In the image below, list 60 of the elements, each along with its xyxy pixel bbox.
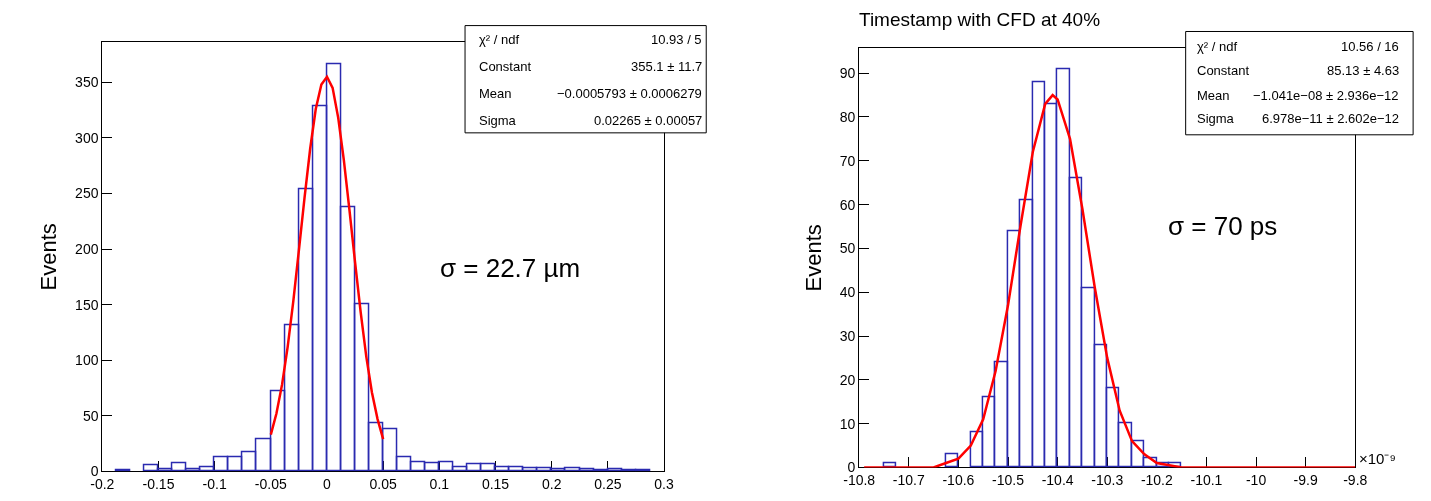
y-tick-label: 350 bbox=[75, 74, 99, 91]
y-tick-label: 90 bbox=[839, 65, 856, 82]
y-tick-label: 100 bbox=[75, 352, 99, 369]
x-tick-label: 0.3 bbox=[654, 476, 675, 493]
annotation: −1.041e−08 ± 2.936e−12 bbox=[1253, 88, 1399, 103]
y-tick-label: 70 bbox=[839, 152, 856, 169]
annotation: 6.978e−11 ± 2.602e−12 bbox=[1262, 111, 1400, 126]
x-tick-label: -0.1 bbox=[202, 476, 227, 493]
x-tick-label: -9.8 bbox=[1343, 472, 1368, 489]
x-tick-label: 0 bbox=[323, 476, 332, 493]
annotation: −0.0005793 ± 0.0006279 bbox=[557, 86, 702, 101]
y-tick-label: 20 bbox=[839, 371, 856, 388]
annotation: Mean bbox=[1197, 88, 1230, 103]
x-tick-label: 0.1 bbox=[429, 476, 450, 493]
x-tick-label: -9.9 bbox=[1293, 472, 1318, 489]
y-tick-label: 50 bbox=[839, 240, 856, 257]
x-tick-label: -0.05 bbox=[254, 476, 287, 493]
y-tick-label: 30 bbox=[839, 327, 856, 344]
annotation: Constant bbox=[1197, 63, 1250, 78]
x-tick-label: -10.4 bbox=[1041, 472, 1074, 489]
x-tick-label: 0.15 bbox=[481, 476, 510, 493]
x-tick-label: -0.2 bbox=[90, 476, 115, 493]
y-tick-label: 150 bbox=[75, 296, 99, 313]
annotation: 355.1 ± 11.7 bbox=[631, 59, 703, 74]
x-tick-label: 0.05 bbox=[369, 476, 398, 493]
annotation: Mean bbox=[479, 86, 512, 101]
x-tick-label: -10.1 bbox=[1190, 472, 1223, 489]
x-tick-label: -10.5 bbox=[992, 472, 1025, 489]
y-tick-label: 80 bbox=[839, 108, 856, 125]
y-tick-label: 60 bbox=[839, 196, 856, 213]
annotation: Sigma bbox=[479, 113, 517, 128]
y-axis-title: Events bbox=[800, 224, 826, 292]
x-tick-label: -0.15 bbox=[142, 476, 175, 493]
annotation: χ² / ndf bbox=[479, 32, 520, 47]
annotation: Constant bbox=[479, 59, 532, 74]
x-tick-label: -10.6 bbox=[942, 472, 975, 489]
y-tick-label: 250 bbox=[75, 185, 99, 202]
line-series bbox=[269, 75, 385, 441]
x-tick-label: -10.3 bbox=[1091, 472, 1124, 489]
y-tick-label: 300 bbox=[75, 129, 99, 146]
x-tick-label: 0.25 bbox=[594, 476, 622, 493]
x-tick-label: -10 bbox=[1245, 472, 1267, 489]
y-tick-label: 200 bbox=[75, 240, 99, 257]
x-tick-label: -10.7 bbox=[892, 472, 925, 489]
y-tick-label: 50 bbox=[82, 407, 99, 424]
y-axis-title: Events bbox=[35, 223, 61, 291]
annotation: 10.56 / 16 bbox=[1341, 39, 1399, 54]
annotation: 10.93 / 5 bbox=[651, 32, 702, 47]
annotation: χ² / ndf bbox=[1197, 39, 1238, 54]
chart-title: Timestamp with CFD at 40% bbox=[859, 9, 1101, 30]
annotation: Sigma bbox=[1197, 111, 1235, 126]
x-tick-label: -10.2 bbox=[1140, 472, 1173, 489]
text: ×10⁻⁹ bbox=[1359, 450, 1396, 467]
annotation: 85.13 ± 4.63 bbox=[1327, 63, 1400, 78]
annotation: σ = 22.7 µm bbox=[440, 253, 581, 283]
annotation: σ = 70 ps bbox=[1168, 211, 1278, 241]
y-tick-label: 10 bbox=[839, 415, 856, 432]
annotation: 0.02265 ± 0.00057 bbox=[594, 113, 703, 128]
x-tick-label: 0.2 bbox=[541, 476, 562, 493]
y-tick-label: 40 bbox=[839, 284, 856, 301]
